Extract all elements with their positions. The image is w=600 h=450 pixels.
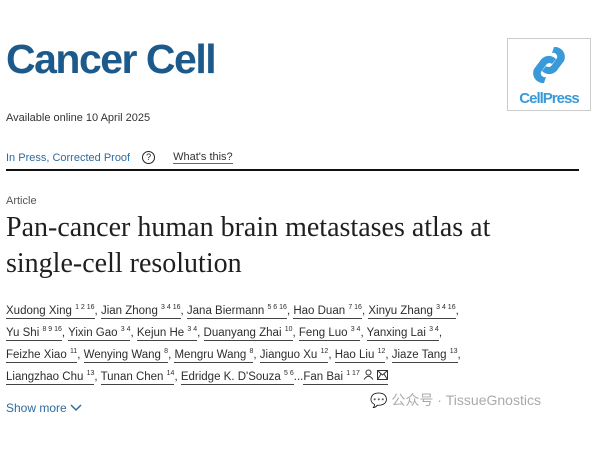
author-name: Yu Shi	[6, 326, 40, 339]
publication-status: In Press, Corrected Proof	[6, 151, 131, 164]
affiliation-numbers: 3 4 16	[436, 304, 456, 311]
author-link[interactable]: Jianguo Xu 12	[259, 348, 329, 363]
title-line: single-cell resolution	[6, 248, 242, 279]
author-name: Jana Biermann	[186, 304, 265, 317]
author-link[interactable]: Feizhe Xiao 11	[6, 348, 78, 363]
divider	[6, 169, 579, 171]
article-title: Pan-cancer human brain metastases atlas …	[6, 210, 596, 282]
author-row: Feizhe Xiao 11, Wenying Wang 8, Mengru W…	[6, 348, 461, 363]
affiliation-numbers: 8	[249, 348, 254, 355]
whats-this-link[interactable]: What's this?	[173, 151, 233, 164]
author-link[interactable]: Fan Bai 1 17	[303, 369, 389, 385]
author-name: Mengru Wang	[174, 348, 247, 361]
affiliation-numbers: 1 2 16	[75, 304, 95, 311]
show-more-label: Show more	[6, 401, 67, 415]
article-type: Article	[6, 195, 37, 207]
author-link[interactable]: Yanxing Lai 3 4	[366, 326, 439, 341]
author-list: Xudong Xing 1 2 16, Jian Zhong 3 4 16, J…	[6, 298, 596, 386]
author-link[interactable]: Jana Biermann 5 6 16	[186, 304, 287, 319]
cellpress-mark-icon	[533, 46, 565, 84]
wechat-icon: 💬	[370, 392, 388, 408]
affiliation-numbers: 14	[166, 370, 175, 377]
cellpress-logo[interactable]: CellPress	[507, 38, 591, 111]
author-name: Kejun He	[136, 326, 185, 339]
author-name: Feizhe Xiao	[6, 348, 67, 361]
author-link[interactable]: Tunan Chen 14	[100, 370, 175, 385]
watermark-text: 公众号 · TissueGnostics	[391, 392, 541, 408]
affiliation-numbers: 8	[164, 348, 169, 355]
affiliation-numbers: 10	[284, 326, 293, 333]
author-link[interactable]: Hao Liu 12	[334, 348, 386, 363]
author-link[interactable]: Jiaze Tang 13	[391, 348, 458, 363]
affiliation-numbers: 13	[449, 348, 458, 355]
author-link[interactable]: Xinyu Zhang 3 4 16	[368, 304, 456, 319]
author-row: Xudong Xing 1 2 16, Jian Zhong 3 4 16, J…	[6, 304, 459, 319]
author-name: Hao Liu	[334, 348, 375, 361]
author-link[interactable]: Yixin Gao 3 4	[68, 326, 131, 341]
question-circle-icon[interactable]: ?	[142, 151, 156, 164]
affiliation-numbers: 3 4	[187, 326, 198, 333]
affiliation-numbers: 8 9 16	[42, 326, 62, 333]
journal-title[interactable]: Cancer Cell	[6, 36, 217, 82]
affiliation-numbers: 12	[377, 348, 386, 355]
author-link[interactable]: Liangzhao Chu 13	[6, 370, 95, 385]
author-link[interactable]: Feng Luo 3 4	[298, 326, 361, 341]
affiliation-numbers: 3 4	[120, 326, 131, 333]
author-row: Yu Shi 8 9 16, Yixin Gao 3 4, Kejun He 3…	[6, 326, 443, 341]
author-link[interactable]: Kejun He 3 4	[136, 326, 198, 341]
author-link[interactable]: Wenying Wang 8	[83, 348, 169, 363]
author-name: Xudong Xing	[6, 304, 72, 317]
author-name: Liangzhao Chu	[6, 370, 84, 383]
author-row: Liangzhao Chu 13, Tunan Chen 14, Edridge…	[6, 364, 596, 386]
affiliation-numbers: 12	[320, 348, 329, 355]
affiliation-numbers: 13	[86, 370, 95, 377]
author-name: Tunan Chen	[100, 370, 164, 383]
availability-date: Available online 10 April 2025	[6, 112, 151, 124]
envelope-icon	[377, 369, 389, 380]
watermark: 💬 公众号 · TissueGnostics	[370, 390, 541, 410]
author-name: Jianguo Xu	[259, 348, 318, 361]
person-icon	[363, 369, 374, 380]
author-name: Jiaze Tang	[391, 348, 447, 361]
show-more-button[interactable]: Show more	[6, 401, 82, 415]
affiliation-numbers: 5 6 16	[267, 304, 287, 311]
author-link[interactable]: Jian Zhong 3 4 16	[100, 304, 181, 319]
author-name: Fan Bai	[303, 370, 344, 383]
author-link[interactable]: Edridge K. D'Souza 5 6	[180, 370, 294, 385]
affiliation-numbers: 1 17	[346, 370, 360, 377]
author-name: Edridge K. D'Souza	[180, 370, 281, 383]
chevron-down-icon	[70, 404, 82, 412]
cellpress-logo-text: CellPress	[519, 90, 579, 107]
author-name: Yanxing Lai	[366, 326, 426, 339]
author-link[interactable]: Xudong Xing 1 2 16	[6, 304, 95, 319]
affiliation-numbers: 11	[69, 348, 78, 355]
affiliation-numbers: 3 4	[429, 326, 439, 333]
author-name: Hao Duan	[293, 304, 346, 317]
affiliation-numbers: 3 4 16	[161, 304, 181, 311]
author-name: Jian Zhong	[100, 304, 158, 317]
author-link[interactable]: Hao Duan 7 16	[293, 304, 362, 319]
author-link[interactable]: Mengru Wang 8	[174, 348, 254, 363]
author-name: Duanyang Zhai	[203, 326, 282, 339]
affiliation-numbers: 5 6	[284, 370, 294, 377]
author-name: Feng Luo	[298, 326, 348, 339]
author-link[interactable]: Yu Shi 8 9 16	[6, 326, 62, 341]
author-link[interactable]: Duanyang Zhai 10	[203, 326, 293, 341]
status-line: In Press, Corrected Proof ? What's this?	[6, 151, 233, 164]
ellipsis: ...	[293, 370, 304, 383]
affiliation-numbers: 3 4	[350, 326, 361, 333]
author-name: Xinyu Zhang	[368, 304, 433, 317]
affiliation-numbers: 7 16	[348, 304, 362, 311]
author-name: Yixin Gao	[68, 326, 118, 339]
author-name: Wenying Wang	[83, 348, 161, 361]
title-line: Pan-cancer human brain metastases atlas …	[6, 212, 491, 243]
